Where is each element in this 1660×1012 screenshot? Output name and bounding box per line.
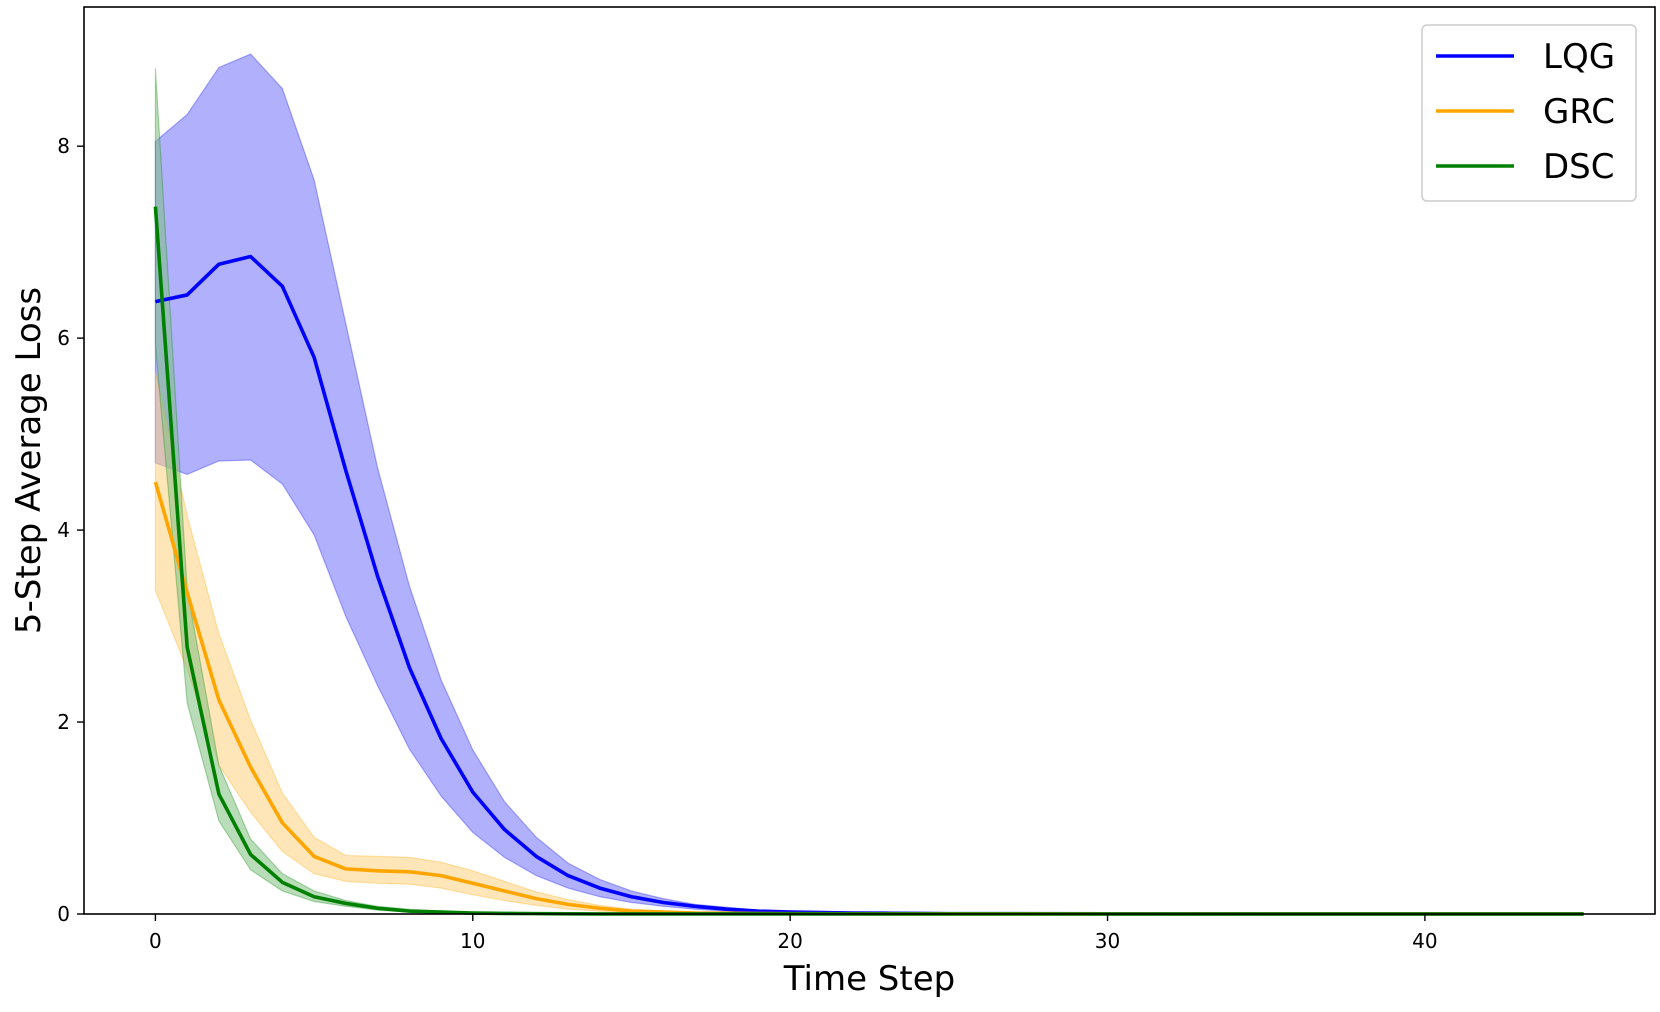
plot-frame [83,6,1656,915]
x-tick-label: 0 [149,929,162,953]
legend: LQG GRC DSC [1421,24,1637,202]
y-axis-title: 5-Step Average Loss [9,287,49,634]
y-tick-label: 6 [57,326,70,350]
y-tick-label: 2 [57,710,70,734]
y-tick-label: 8 [57,134,70,158]
y-tick-label: 0 [57,902,70,926]
x-tick-label: 30 [1095,929,1120,953]
confidence-bands [154,53,1585,915]
x-tick-label: 10 [460,929,485,953]
lqg-band [154,53,1585,915]
y-axis-ticks: 0 2 4 6 8 [57,134,84,926]
x-axis-title: Time Step [783,959,955,999]
y-tick-label: 4 [57,518,70,542]
legend-label-lqg: LQG [1543,37,1615,77]
legend-box [1421,24,1637,202]
x-tick-label: 40 [1412,929,1437,953]
legend-label-dsc: DSC [1543,147,1615,187]
x-axis-ticks: 0 10 20 30 40 [149,914,1438,953]
legend-label-grc: GRC [1543,92,1615,132]
x-tick-label: 20 [777,929,802,953]
